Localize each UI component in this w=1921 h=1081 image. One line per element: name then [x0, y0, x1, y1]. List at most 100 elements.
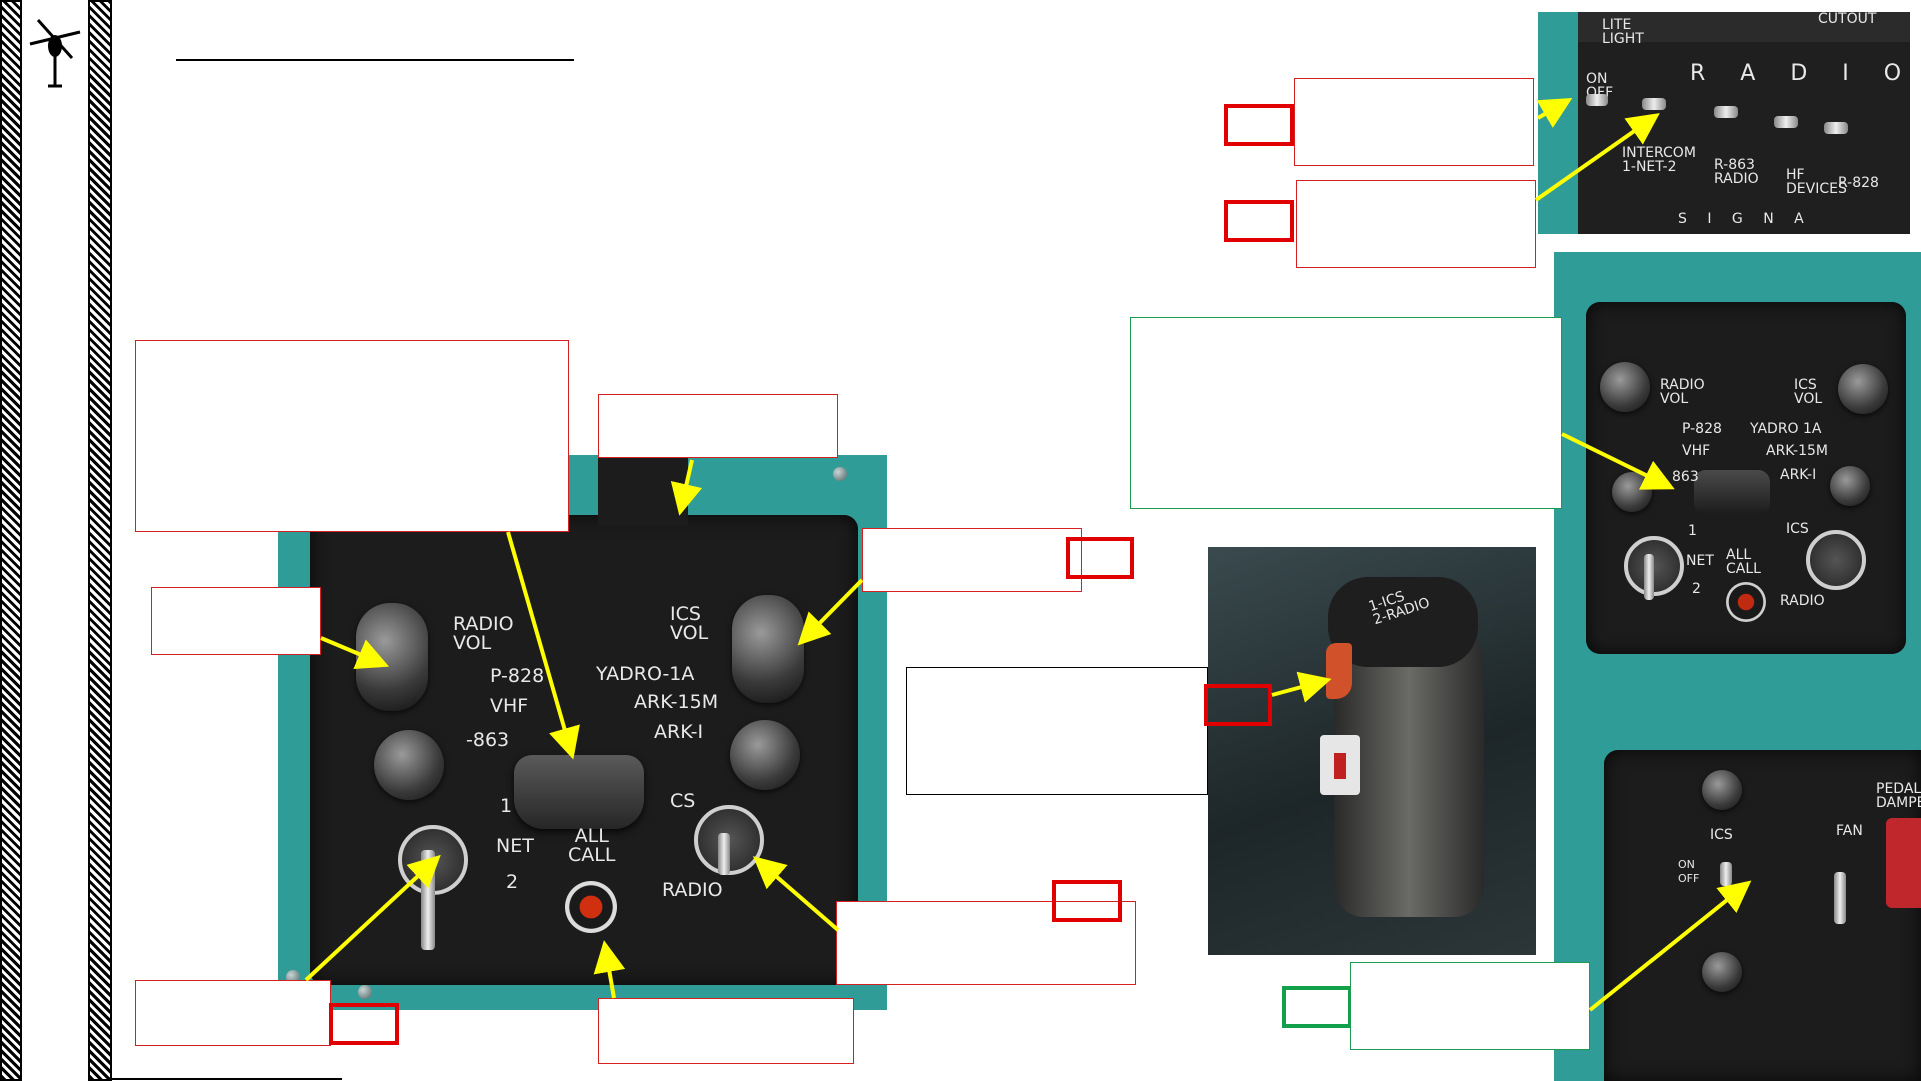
pedal-damper-button[interactable]	[1886, 818, 1921, 908]
label-cs: CS	[670, 790, 696, 812]
right-label-net-2: 2	[1692, 581, 1701, 597]
label-r863-radio: R-863 RADIO	[1714, 157, 1759, 187]
ics-volume-base-knob	[730, 720, 800, 790]
label-all-call: ALL CALL	[568, 825, 616, 866]
label-arki: ARK-I	[654, 721, 704, 743]
callout-ptt-marker	[1204, 684, 1272, 726]
right-label-ark15m: ARK-15M	[1766, 443, 1828, 459]
label-hf-devices: HF DEVICES	[1786, 167, 1847, 197]
right-label-ics: ICS	[1786, 521, 1809, 537]
grip-head	[1328, 577, 1478, 667]
right-source-selector-knob[interactable]	[1694, 470, 1770, 514]
callout-grip-description	[906, 667, 1208, 795]
right-label-ics-vol: ICS VOL	[1794, 377, 1823, 407]
right-ics-radio-toggle-ring	[1806, 530, 1866, 590]
right-net-toggle-ring	[1624, 536, 1684, 596]
radio-panel-teal-edge	[1538, 12, 1578, 234]
right-radio-volume-knob[interactable]	[1600, 362, 1650, 412]
r828-switch[interactable]	[1824, 122, 1848, 134]
label-net: NET	[496, 835, 534, 857]
ics-radio-toggle-switch[interactable]	[718, 833, 730, 875]
fan-switch[interactable]	[1834, 872, 1846, 924]
callout-net-marker	[329, 1003, 399, 1045]
label-cutout: CUTOUT	[1818, 11, 1877, 27]
callout-right-selector	[1130, 317, 1562, 509]
right-all-call-button[interactable]	[1726, 582, 1766, 622]
bottom-rule	[112, 1078, 342, 1080]
r863-radio-switch[interactable]	[1714, 106, 1738, 118]
callout-intercom-power	[1294, 78, 1534, 166]
helicopter-logo-icon	[26, 14, 84, 94]
right-net-toggle-switch[interactable]	[1644, 554, 1654, 600]
panel-top-notch	[598, 455, 688, 525]
hf-devices-switch[interactable]	[1774, 116, 1798, 128]
ics-power-switch[interactable]	[1720, 862, 1732, 886]
right-label-p828: P-828	[1682, 421, 1722, 437]
label-intercom: INTERCOM 1-NET-2	[1622, 145, 1696, 175]
red-cross-kit	[1320, 735, 1360, 795]
radio-switch-panel-photo: CUTOUT LITE LIGHT R A D I O ON OFF INTER…	[1538, 12, 1910, 234]
panel-screw	[833, 467, 847, 481]
label-p828: P-828	[490, 665, 545, 687]
right-ics-volume-knob[interactable]	[1838, 364, 1888, 414]
label-vhf: VHF	[490, 695, 529, 717]
net-toggle-switch[interactable]	[421, 850, 435, 950]
callout-intercom-net-marker	[1224, 200, 1294, 242]
callout-top-lamp	[598, 394, 838, 458]
callout-ics-power	[1350, 962, 1590, 1050]
label-yadro: YADRO-1A	[596, 663, 695, 685]
panel-screw	[358, 985, 372, 999]
radio-volume-base-knob	[374, 730, 444, 800]
title-underline	[176, 59, 574, 61]
sub-label-fan: FAN	[1836, 823, 1863, 839]
source-selector-knob[interactable]	[514, 755, 644, 829]
callout-ics-power-marker	[1282, 986, 1352, 1028]
sub-panel-top-knob	[1702, 770, 1742, 810]
callout-ics-radio-marker	[1052, 880, 1122, 922]
cyclic-grip-photo: 1-ICS 2-RADIO	[1208, 547, 1536, 955]
label-radio-vol: RADIO VOL	[453, 613, 514, 654]
callout-net-switch	[135, 980, 331, 1046]
right-label-vhf: VHF	[1682, 443, 1711, 459]
right-ics-base-knob	[1830, 466, 1870, 506]
callout-radio-volume	[151, 587, 321, 655]
sub-label-on-off: ON OFF	[1678, 858, 1700, 885]
intercom-panel-photo: RADIO VOL ICS VOL P-828 VHF -863 YADRO-1…	[278, 455, 887, 1010]
label-r828: R-828	[1838, 175, 1879, 191]
right-label-net: NET	[1686, 553, 1714, 569]
right-label-arki: ARK-I	[1780, 467, 1817, 483]
callout-intercom-net	[1296, 180, 1536, 268]
intercom-power-switch[interactable]	[1586, 94, 1608, 106]
right-label-863: 863	[1672, 469, 1699, 485]
right-ics-panel-photo: RADIO VOL ICS VOL P-828 VHF 863 YADRO 1A…	[1554, 252, 1921, 1081]
sub-label-ics: ICS	[1710, 827, 1733, 843]
ics-power-sub-panel	[1604, 750, 1921, 1081]
label-radio-letters: R A D I O	[1690, 61, 1916, 86]
all-call-button[interactable]	[565, 881, 617, 933]
red-cross-icon	[1334, 753, 1346, 779]
callout-ics-volume-marker	[1066, 537, 1134, 579]
label-net-1: 1	[500, 795, 513, 817]
ics-volume-knob[interactable]	[732, 595, 804, 703]
right-radio-base-knob	[1612, 472, 1652, 512]
right-label-yadro: YADRO 1A	[1750, 421, 1822, 437]
right-label-radio-vol: RADIO VOL	[1660, 377, 1705, 407]
sub-panel-bottom-knob	[1702, 952, 1742, 992]
callout-selector-description	[135, 340, 569, 532]
radio-volume-knob[interactable]	[356, 603, 428, 711]
right-label-radio: RADIO	[1780, 593, 1825, 609]
left-hatch-bar-outer	[0, 0, 22, 1081]
callout-ics-radio-switch	[836, 901, 1136, 985]
label-radio: RADIO	[662, 879, 723, 901]
label-ics-vol: ICS VOL	[670, 603, 709, 644]
label-signal: S I G N A	[1678, 211, 1812, 227]
right-label-all-call: ALL CALL	[1726, 547, 1761, 577]
label-lite-light: LITE LIGHT	[1602, 17, 1644, 47]
intercom-net-switch[interactable]	[1642, 98, 1666, 110]
label-863: -863	[466, 729, 510, 751]
sub-label-pedal-damper: PEDAL DAMPER	[1876, 781, 1921, 811]
left-hatch-bar-inner	[88, 0, 112, 1081]
ptt-trigger-switch[interactable]	[1326, 643, 1352, 699]
right-label-net-1: 1	[1688, 523, 1697, 539]
callout-all-call-button	[598, 998, 854, 1064]
